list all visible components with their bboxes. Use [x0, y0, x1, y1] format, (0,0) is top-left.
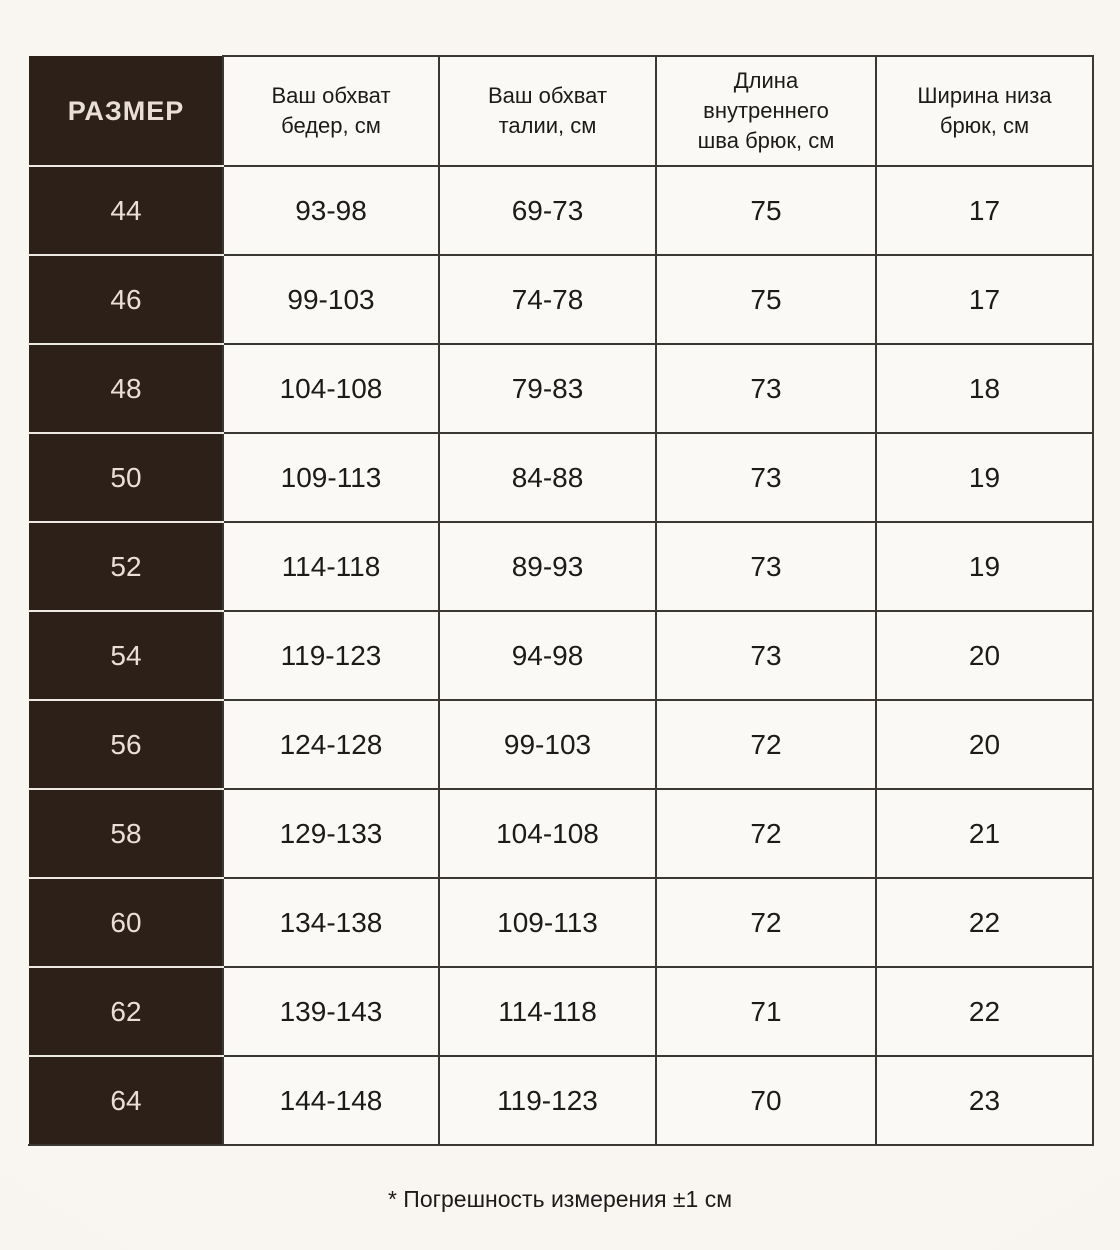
- value-cell: 114-118: [438, 966, 657, 1057]
- value-cell: 94-98: [438, 610, 657, 701]
- value-cell: 75: [655, 165, 877, 256]
- value-cell: 139-143: [222, 966, 440, 1057]
- measurement-note: * Погрешность измерения ±1 см: [387, 1186, 733, 1212]
- size-cell: 48: [29, 343, 224, 434]
- table-row: 44 93-98 69-73 75 17: [29, 165, 1094, 256]
- value-cell: 104-108: [438, 788, 657, 879]
- value-cell: 72: [655, 699, 877, 790]
- value-cell: 23: [875, 1055, 1094, 1146]
- value-cell: 119-123: [222, 610, 440, 701]
- table-row: 62 139-143 114-118 71 22: [29, 966, 1094, 1057]
- value-cell: 72: [655, 788, 877, 879]
- size-cell: 58: [29, 788, 224, 879]
- table-row: 48 104-108 79-83 73 18: [29, 343, 1094, 434]
- value-cell: 109-113: [222, 432, 440, 523]
- size-cell: 52: [29, 521, 224, 612]
- value-cell: 73: [655, 521, 877, 612]
- value-cell: 22: [875, 877, 1094, 968]
- value-cell: 109-113: [438, 877, 657, 968]
- size-cell: 50: [29, 432, 224, 523]
- value-cell: 119-123: [438, 1055, 657, 1146]
- value-cell: 114-118: [222, 521, 440, 612]
- header-size: РАЗМЕР: [29, 56, 224, 167]
- value-cell: 144-148: [222, 1055, 440, 1146]
- value-cell: 21: [875, 788, 1094, 879]
- size-cell: 56: [29, 699, 224, 790]
- size-cell: 60: [29, 877, 224, 968]
- value-cell: 20: [875, 610, 1094, 701]
- size-cell: 62: [29, 966, 224, 1057]
- header-row: РАЗМЕР Ваш обхват бедер, см Ваш обхват т…: [29, 55, 1094, 167]
- table-row: 64 144-148 119-123 70 23: [29, 1055, 1094, 1146]
- value-cell: 72: [655, 877, 877, 968]
- value-cell: 79-83: [438, 343, 657, 434]
- table-header: РАЗМЕР Ваш обхват бедер, см Ваш обхват т…: [29, 55, 1094, 167]
- value-cell: 19: [875, 432, 1094, 523]
- value-cell: 19: [875, 521, 1094, 612]
- value-cell: 99-103: [222, 254, 440, 345]
- header-leg-width: Ширина низа брюк, см: [875, 55, 1094, 167]
- value-cell: 129-133: [222, 788, 440, 879]
- table-row: 50 109-113 84-88 73 19: [29, 432, 1094, 523]
- table-row: 58 129-133 104-108 72 21: [29, 788, 1094, 879]
- table-row: 46 99-103 74-78 75 17: [29, 254, 1094, 345]
- table-row: 52 114-118 89-93 73 19: [29, 521, 1094, 612]
- value-cell: 93-98: [222, 165, 440, 256]
- value-cell: 89-93: [438, 521, 657, 612]
- table-row: 54 119-123 94-98 73 20: [29, 610, 1094, 701]
- size-cell: 64: [29, 1055, 224, 1146]
- header-inseam: Длина внутреннего шва брюк, см: [655, 55, 877, 167]
- value-cell: 73: [655, 343, 877, 434]
- value-cell: 99-103: [438, 699, 657, 790]
- value-cell: 73: [655, 432, 877, 523]
- table-row: 60 134-138 109-113 72 22: [29, 877, 1094, 968]
- size-cell: 46: [29, 254, 224, 345]
- value-cell: 22: [875, 966, 1094, 1057]
- value-cell: 134-138: [222, 877, 440, 968]
- header-hips: Ваш обхват бедер, см: [222, 55, 440, 167]
- size-cell: 54: [29, 610, 224, 701]
- header-waist: Ваш обхват талии, см: [438, 55, 657, 167]
- value-cell: 20: [875, 699, 1094, 790]
- size-chart-table: РАЗМЕР Ваш обхват бедер, см Ваш обхват т…: [28, 55, 1094, 1146]
- size-cell: 44: [29, 165, 224, 256]
- value-cell: 75: [655, 254, 877, 345]
- value-cell: 70: [655, 1055, 877, 1146]
- value-cell: 73: [655, 610, 877, 701]
- value-cell: 71: [655, 966, 877, 1057]
- size-table-body: 44 93-98 69-73 75 17 46 99-103 74-78 75 17 48 104-1…: [29, 165, 1094, 1146]
- value-cell: 124-128: [222, 699, 440, 790]
- value-cell: 74-78: [438, 254, 657, 345]
- value-cell: 69-73: [438, 165, 657, 256]
- value-cell: 18: [875, 343, 1094, 434]
- value-cell: 17: [875, 165, 1094, 256]
- value-cell: 84-88: [438, 432, 657, 523]
- value-cell: 17: [875, 254, 1094, 345]
- value-cell: 104-108: [222, 343, 440, 434]
- table-row: 56 124-128 99-103 72 20: [29, 699, 1094, 790]
